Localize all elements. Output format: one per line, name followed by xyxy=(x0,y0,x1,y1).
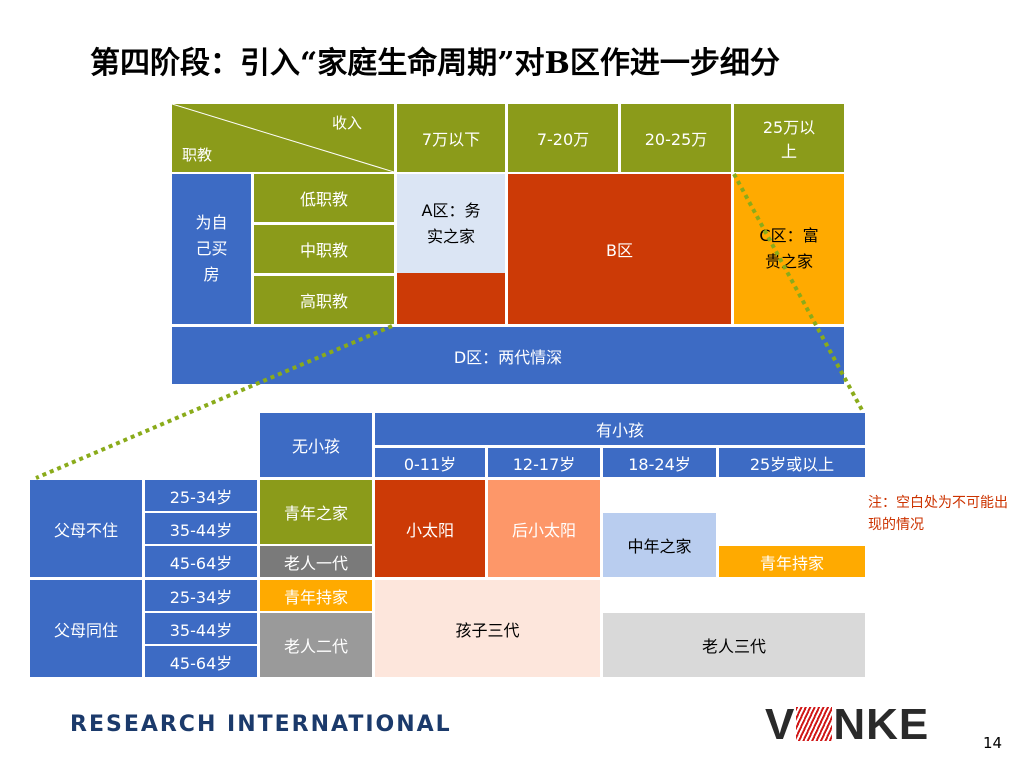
page-number: 14 xyxy=(983,734,1003,752)
income-col-4: 25万以 上 xyxy=(734,104,844,172)
segment-young-keep-2: 青年持家 xyxy=(260,580,372,611)
corner-education-label: 职教 xyxy=(182,146,213,164)
segment-midlife-home: 中年之家 xyxy=(603,513,716,577)
footnote: 注：空白处为不可能出现的情况 xyxy=(868,495,1008,533)
age-col-0-11: 0-11岁 xyxy=(375,448,485,477)
zone-d-cell: D区：两代情深 xyxy=(172,327,844,384)
segment-post-little-sun: 后小太阳 xyxy=(488,480,600,577)
page-title: 第四阶段：引入“家庭生命周期”对B区作进一步细分 xyxy=(90,46,780,81)
age-row-45-64: 45-64岁 xyxy=(145,646,257,677)
vanke-logo: V NKE xyxy=(765,700,929,750)
zone-b-lower-cell xyxy=(397,273,505,324)
logo-left: V xyxy=(765,700,796,749)
edu-row-mid: 中职教 xyxy=(254,225,394,273)
income-col-2: 7-20万 xyxy=(508,104,618,172)
no-child-header: 无小孩 xyxy=(260,413,372,477)
segment-young-keep-1: 青年持家 xyxy=(719,546,865,577)
income-col-1: 7万以下 xyxy=(397,104,505,172)
age-row-45-64: 45-64岁 xyxy=(145,546,257,577)
has-child-header: 有小孩 xyxy=(375,413,865,445)
age-col-25plus: 25岁或以上 xyxy=(719,448,865,477)
age-row-25-34: 25-34岁 xyxy=(145,480,257,511)
age-row-35-44: 35-44岁 xyxy=(145,613,257,644)
group-parents-living: 父母同住 xyxy=(30,580,142,677)
logo-stripes-icon xyxy=(796,707,833,741)
age-col-12-17: 12-17岁 xyxy=(488,448,600,477)
corner-income-label: 收入 xyxy=(332,114,363,132)
edu-row-high: 高职教 xyxy=(254,276,394,324)
group-parents-not-living: 父母不住 xyxy=(30,480,142,577)
zone-a-cell: A区：务 实之家 xyxy=(397,174,505,273)
row-group-label: 为自 己买 房 xyxy=(172,174,251,324)
segment-elder-gen2: 老人二代 xyxy=(260,613,372,677)
age-col-18-24: 18-24岁 xyxy=(603,448,716,477)
edu-row-low: 低职教 xyxy=(254,174,394,222)
company-name: RESEARCH INTERNATIONAL xyxy=(70,712,452,737)
segment-elder-three-gen: 老人三代 xyxy=(603,613,865,677)
logo-right: NKE xyxy=(833,700,930,749)
income-col-3: 20-25万 xyxy=(621,104,731,172)
zone-c-cell: C区：富 贵之家 xyxy=(734,174,844,324)
age-row-35-44: 35-44岁 xyxy=(145,513,257,544)
segment-child-three-gen: 孩子三代 xyxy=(375,580,600,677)
diagonal-line xyxy=(172,104,394,172)
segment-elder-gen1: 老人一代 xyxy=(260,546,372,577)
age-row-25-34: 25-34岁 xyxy=(145,580,257,611)
header-corner-cell: 收入 职教 xyxy=(172,104,394,172)
segment-little-sun: 小太阳 xyxy=(375,480,485,577)
segment-young-home: 青年之家 xyxy=(260,480,372,544)
zone-b-cell: B区 xyxy=(508,174,731,324)
